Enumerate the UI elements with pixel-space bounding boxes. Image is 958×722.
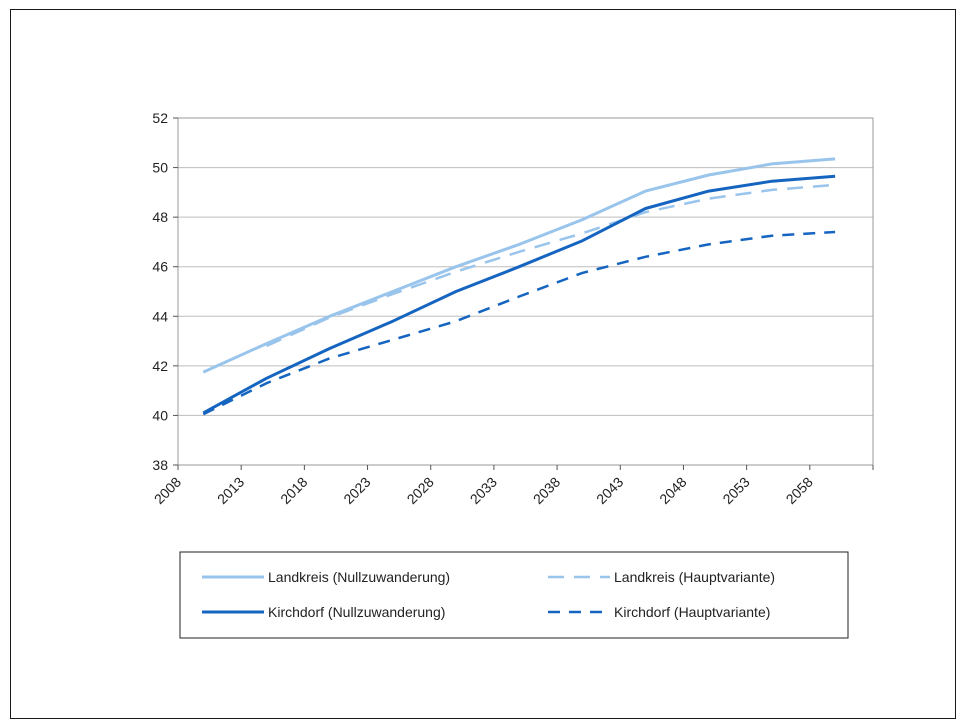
x-tick-label: 2048 — [656, 474, 689, 507]
x-tick-label: 2058 — [783, 474, 816, 507]
x-tick-label: 2033 — [467, 474, 500, 507]
y-tick-labels: 38 40 42 44 46 48 50 52 — [152, 110, 168, 473]
legend-label-0: Landkreis (Nullzuwanderung) — [268, 569, 450, 585]
x-tick-labels: 2008 2013 2018 2023 2028 2033 2038 2043 2048 2053… — [151, 474, 816, 507]
y-tick-label: 48 — [152, 209, 168, 225]
x-tick-label: 2043 — [593, 474, 626, 507]
legend-label-3: Kirchdorf (Hauptvariante) — [614, 604, 770, 620]
y-tick-label: 52 — [152, 110, 168, 126]
x-tick-label: 2023 — [340, 474, 373, 507]
series-line-1 — [265, 183, 836, 348]
series-line-0 — [202, 157, 836, 374]
plot-area — [177, 117, 874, 466]
x-tick-label: 2013 — [214, 474, 247, 507]
x-tick-label: 2018 — [277, 474, 310, 507]
axes — [173, 117, 874, 470]
x-tick-label: 2008 — [151, 474, 184, 507]
y-tick-label: 46 — [152, 259, 168, 275]
legend-box — [179, 551, 849, 639]
legend-label-1: Landkreis (Hauptvariante) — [614, 569, 775, 585]
y-tick-label: 40 — [152, 407, 168, 423]
x-tick-label: 2028 — [404, 474, 437, 507]
y-tick-label: 42 — [152, 358, 168, 374]
y-tick-label: 50 — [152, 160, 168, 176]
series-lines — [202, 157, 836, 416]
x-tick-label: 2053 — [719, 474, 752, 507]
y-tick-label: 38 — [152, 457, 168, 473]
x-tick-label: 2038 — [530, 474, 563, 507]
y-tick-label: 44 — [152, 308, 168, 324]
legend: Landkreis (Nullzuwanderung) Landkreis (Ha… — [179, 551, 849, 639]
legend-label-2: Kirchdorf (Nullzuwanderung) — [268, 604, 445, 620]
series-line-2 — [202, 174, 836, 415]
series-line-3 — [202, 230, 836, 416]
